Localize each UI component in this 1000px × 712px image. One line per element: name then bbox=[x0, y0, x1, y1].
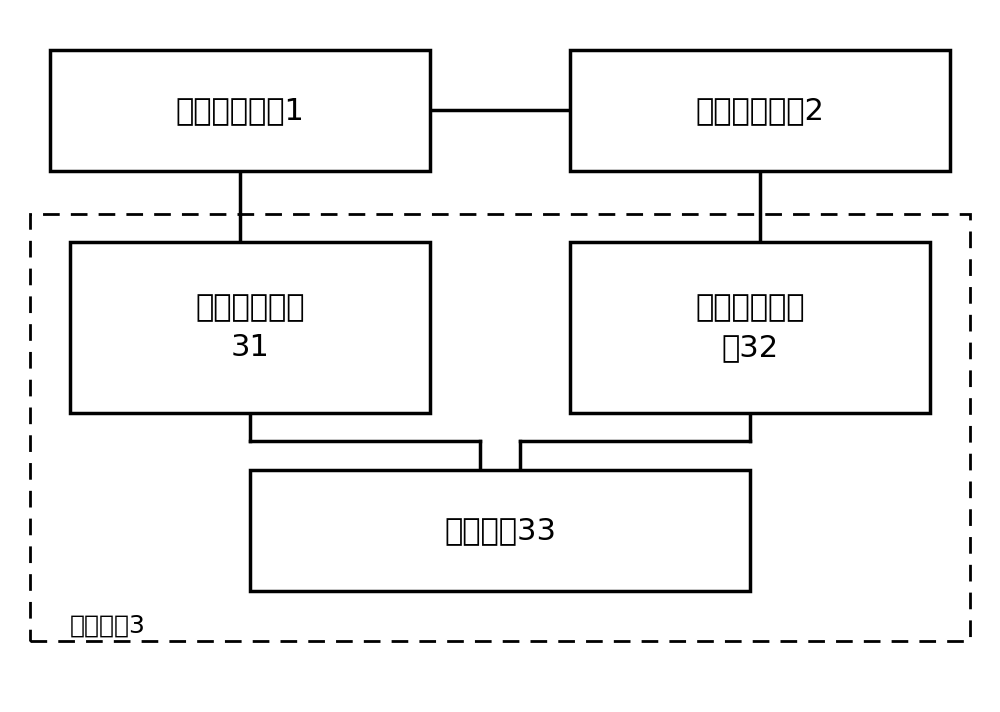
Bar bbox=[570, 242, 930, 413]
Bar bbox=[570, 50, 950, 171]
Text: 信号触发单元
31: 信号触发单元 31 bbox=[195, 293, 305, 362]
Text: 电压采集模块1: 电压采集模块1 bbox=[176, 96, 304, 125]
Bar bbox=[70, 242, 430, 413]
Text: 高速模拟转换
器32: 高速模拟转换 器32 bbox=[695, 293, 805, 362]
Bar bbox=[30, 214, 970, 641]
Text: 电荷采样模块2: 电荷采样模块2 bbox=[696, 96, 824, 125]
Text: 微处理器33: 微处理器33 bbox=[444, 516, 556, 545]
Bar bbox=[250, 470, 750, 591]
Bar bbox=[50, 50, 430, 171]
Text: 主控模块3: 主控模块3 bbox=[70, 613, 146, 637]
